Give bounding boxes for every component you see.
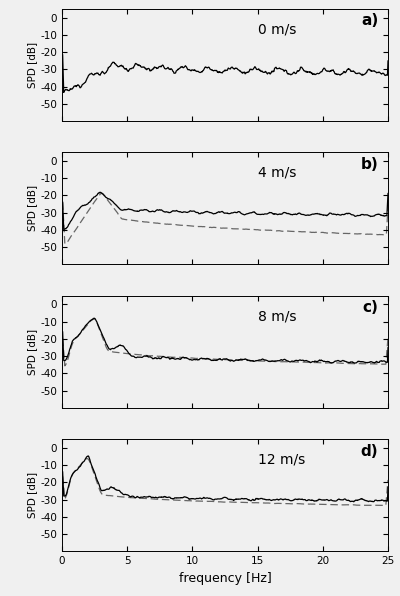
X-axis label: frequency [Hz]: frequency [Hz] bbox=[179, 572, 271, 585]
Y-axis label: SPD [dB]: SPD [dB] bbox=[28, 472, 38, 519]
Text: d): d) bbox=[360, 444, 378, 459]
Text: a): a) bbox=[361, 14, 378, 29]
Text: 0 m/s: 0 m/s bbox=[258, 23, 296, 36]
Y-axis label: SPD [dB]: SPD [dB] bbox=[28, 42, 38, 88]
Text: b): b) bbox=[360, 157, 378, 172]
Text: 4 m/s: 4 m/s bbox=[258, 166, 296, 180]
Y-axis label: SPD [dB]: SPD [dB] bbox=[28, 185, 38, 231]
Text: c): c) bbox=[362, 300, 378, 315]
Y-axis label: SPD [dB]: SPD [dB] bbox=[28, 329, 38, 375]
Text: 8 m/s: 8 m/s bbox=[258, 309, 296, 323]
Text: 12 m/s: 12 m/s bbox=[258, 453, 305, 467]
